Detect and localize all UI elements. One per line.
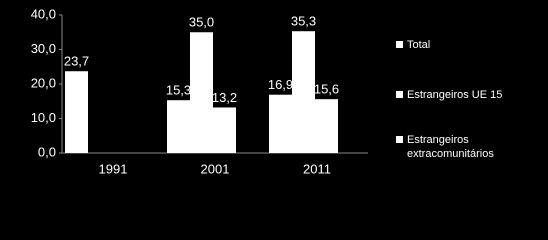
bar	[213, 107, 236, 153]
bar	[190, 32, 213, 153]
value-label: 15,3	[166, 83, 191, 98]
legend-label: Estrangeiros UE 15	[407, 89, 503, 101]
legend-swatch	[396, 41, 403, 48]
legend-swatch	[396, 91, 403, 98]
bar	[315, 99, 338, 153]
legend-item: Estrangeiros extracomunitários	[396, 133, 536, 161]
legend-label: Total	[407, 39, 431, 51]
y-tick-label: 10,0	[31, 110, 56, 125]
legend-item: Estrangeiros UE 15	[396, 88, 536, 102]
legend-item: Total	[396, 38, 536, 52]
x-tick-label: 1991	[99, 161, 128, 176]
value-label: 13,2	[212, 90, 237, 105]
y-tick-label: 0,0	[38, 144, 56, 159]
y-tick-label: 40,0	[31, 6, 56, 21]
value-label: 16,9	[268, 77, 293, 92]
bar	[269, 94, 292, 153]
y-tick-label: 20,0	[31, 75, 56, 90]
value-label: 23,7	[64, 54, 89, 69]
y-tick-label: 30,0	[31, 41, 56, 56]
chart: 0,0 10,0 20,0 30,0 40,0 1991 23,7 2001 15,3 35,0 1…	[30, 6, 536, 177]
bar	[65, 71, 88, 153]
bar	[292, 31, 315, 154]
bar	[167, 100, 190, 153]
x-tick-label: 2001	[201, 161, 230, 176]
value-label: 35,3	[291, 14, 316, 29]
plot: 0,0 10,0 20,0 30,0 40,0 1991 23,7 2001 15,3 35,0 1…	[31, 6, 368, 176]
value-label: 35,0	[189, 15, 214, 30]
legend-label: Estrangeiros extracomunitários	[407, 134, 494, 160]
legend-swatch	[396, 136, 403, 143]
value-label: 15,6	[314, 82, 339, 97]
x-tick-label: 2011	[303, 161, 331, 176]
